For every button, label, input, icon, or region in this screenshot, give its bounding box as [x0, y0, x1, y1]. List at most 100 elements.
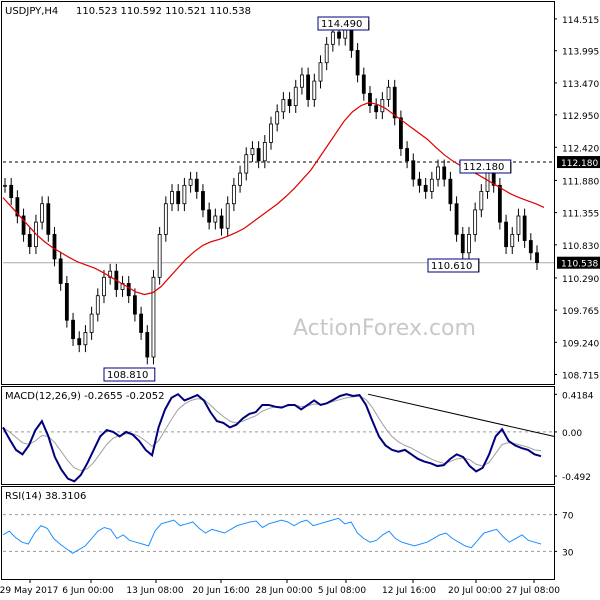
candle-body [368, 92, 372, 107]
candle-body [201, 191, 205, 211]
price-ytick-label: 111.880 [562, 177, 599, 187]
price-plot: 114.490 108.810 112.180 110.610 [2, 16, 554, 382]
price-candle [318, 55, 323, 89]
candle-body [411, 160, 416, 180]
price-candle [405, 141, 409, 169]
candle-body [497, 184, 502, 223]
rsi-panel-frame [1, 486, 555, 580]
candle-body [281, 99, 286, 113]
candle-body [71, 319, 75, 340]
candle-body [77, 338, 82, 346]
candle-body [275, 111, 280, 125]
price-candle [182, 177, 187, 212]
x-tick-label: 13 Jun 08:00 [126, 586, 183, 596]
macd-header: MACD(12,26,9) -0.2655 -0.2052 [5, 391, 165, 402]
candle-body [21, 215, 26, 235]
price-ytick-label: 113.995 [562, 48, 599, 58]
price-candle [417, 171, 422, 193]
candle-body [460, 233, 465, 254]
candle-body [163, 203, 168, 235]
candle-body [436, 166, 440, 180]
candle-body [27, 233, 32, 248]
price-candle [287, 92, 292, 113]
price-candle [497, 177, 502, 230]
candle-body [157, 233, 162, 278]
candle-body [176, 191, 181, 205]
candle-body [337, 31, 341, 39]
price-annotation: 114.490 [317, 16, 370, 31]
price-candle [27, 227, 32, 255]
price-candle [95, 288, 100, 322]
candle-body [102, 276, 106, 297]
x-tick-label: 28 Jun 00:00 [255, 586, 312, 596]
candle-body [516, 215, 521, 235]
rsi-ytick-label: 70 [562, 512, 574, 522]
candle-body [58, 258, 63, 284]
price-candle [510, 227, 515, 255]
x-tick-label: 12 Jul 16:00 [382, 586, 436, 596]
macd-line [2, 392, 542, 483]
price-ytick-label: 110.290 [562, 275, 599, 285]
price-candle [442, 159, 447, 187]
price-ytick-label: 109.240 [562, 339, 599, 349]
candle-body [194, 178, 199, 192]
price-candle [368, 86, 372, 113]
x-tick-label: 20 Jun 16:00 [192, 586, 249, 596]
price-ytick-label: 109.765 [562, 307, 599, 317]
candle-body [207, 209, 212, 223]
watermark-text: ActionForex.com [293, 316, 476, 341]
price-candle [454, 196, 459, 242]
candle-body [170, 191, 174, 205]
price-candle [293, 79, 298, 113]
price-candle [151, 269, 156, 365]
candle-body [528, 240, 533, 254]
candle-body [182, 184, 187, 205]
price-candle [411, 153, 416, 187]
price-candle [429, 171, 434, 199]
price-candle [64, 276, 69, 328]
candle-body [429, 178, 434, 192]
candle-body [405, 148, 409, 162]
x-tick-label: 6 Jun 00:00 [62, 586, 114, 596]
price-tag: 112.180 [557, 156, 600, 169]
candle-body [219, 215, 224, 229]
candle-body [361, 74, 366, 94]
rsi-plot [2, 514, 554, 554]
candle-body [293, 86, 298, 107]
candle-body [473, 209, 478, 235]
candle-body [504, 221, 508, 248]
price-tag-bg [557, 256, 600, 269]
price-tag-label: 110.538 [561, 260, 598, 270]
price-candle [194, 171, 199, 199]
price-candle [361, 67, 366, 101]
candle-body [225, 203, 230, 229]
price-candle [9, 177, 14, 205]
macd-signal-line [2, 395, 542, 472]
price-candle [473, 202, 478, 242]
price-candle [46, 196, 51, 242]
price-candle [133, 288, 137, 322]
candle-body [145, 332, 150, 358]
candle-body [442, 166, 447, 180]
candle-body [324, 43, 329, 64]
candle-body [95, 295, 100, 315]
macd-plot [2, 392, 555, 483]
macd-trendline [367, 393, 555, 437]
candle-body [46, 203, 51, 235]
price-candle [21, 208, 26, 242]
price-candle [145, 325, 150, 365]
x-tick-label: 5 Jul 08:00 [318, 586, 367, 596]
moving-average-line [2, 101, 545, 296]
price-candle [423, 177, 428, 199]
annotation-label: 112.180 [463, 162, 504, 173]
price-candle [262, 135, 267, 169]
price-candle [207, 202, 212, 230]
price-candle [213, 208, 218, 230]
price-header-ohlc: 110.523 110.592 110.521 110.538 [76, 6, 251, 17]
price-annotation: 110.610 [427, 258, 480, 273]
candle-body [392, 86, 397, 119]
candle-body [64, 283, 69, 321]
price-candle [3, 177, 7, 193]
price-candle [355, 43, 360, 83]
